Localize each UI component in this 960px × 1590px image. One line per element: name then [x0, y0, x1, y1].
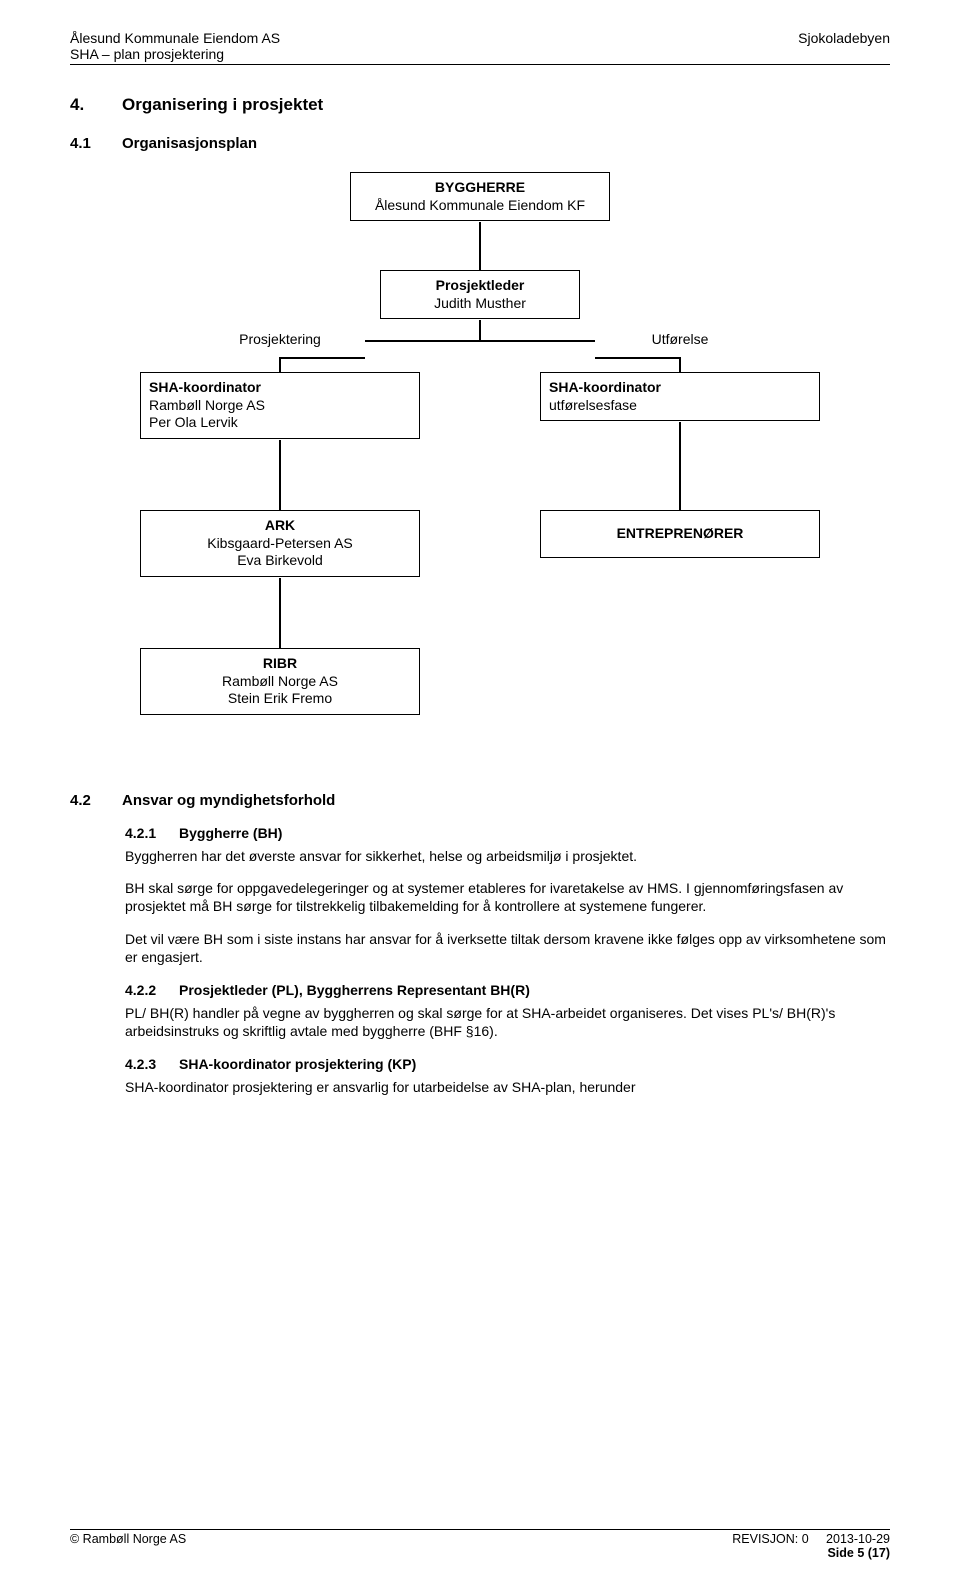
org-connector: [679, 422, 681, 510]
org-sha-right-l2: utførelsesfase: [549, 397, 811, 415]
section-4-2-2-number: 4.2.2: [125, 982, 179, 998]
org-ent-title: ENTREPRENØRER: [549, 525, 811, 543]
footer-date: 2013-10-29: [826, 1532, 890, 1546]
para-4-2-1-a: Byggherren har det øverste ansvar for si…: [125, 847, 890, 865]
org-node-prosjektleder: Prosjektleder Judith Musther: [380, 270, 580, 319]
para-4-2-1-c: Det vil være BH som i siste instans har …: [125, 930, 890, 966]
org-sha-left-l2: Rambøll Norge AS: [149, 397, 411, 415]
header-divider: [70, 64, 890, 65]
section-4-2-1-heading: 4.2.1 Byggherre (BH): [125, 825, 890, 841]
footer-copyright: © Rambøll Norge AS: [70, 1532, 186, 1560]
section-4-2-heading: 4.2 Ansvar og myndighetsforhold: [70, 792, 890, 809]
footer-page-number: Side 5 (17): [827, 1546, 890, 1560]
org-pl-title: Prosjektleder: [389, 277, 571, 295]
para-4-2-3: SHA-koordinator prosjektering er ansvarl…: [125, 1078, 890, 1096]
org-sha-left-title: SHA-koordinator: [149, 379, 411, 397]
org-chart: BYGGHERRE Ålesund Kommunale Eiendom KF P…: [80, 172, 880, 772]
org-ribr-l3: Stein Erik Fremo: [149, 690, 411, 708]
org-node-ribr: RIBR Rambøll Norge AS Stein Erik Fremo: [140, 648, 420, 715]
para-4-2-1-b: BH skal sørge for oppgavedelegeringer og…: [125, 879, 890, 915]
org-node-byggherre: BYGGHERRE Ålesund Kommunale Eiendom KF: [350, 172, 610, 221]
header-right: Sjokoladebyen: [798, 30, 890, 46]
header-left-line2: SHA – plan prosjektering: [70, 46, 890, 62]
section-4-1-number: 4.1: [70, 135, 122, 152]
section-4-2-2-title: Prosjektleder (PL), Byggherrens Represen…: [179, 982, 530, 998]
org-byggherre-title: BYGGHERRE: [359, 179, 601, 197]
section-4-2-1-number: 4.2.1: [125, 825, 179, 841]
org-connector: [479, 222, 481, 270]
section-4-2-3-heading: 4.2.3 SHA-koordinator prosjektering (KP): [125, 1056, 890, 1072]
section-4-title: Organisering i prosjektet: [122, 95, 323, 115]
org-node-sha-right: SHA-koordinator utførelsesfase: [540, 372, 820, 421]
org-ark-title: ARK: [149, 517, 411, 535]
org-sha-right-title: SHA-koordinator: [549, 379, 811, 397]
org-node-ark: ARK Kibsgaard-Petersen AS Eva Birkevold: [140, 510, 420, 577]
org-ribr-l2: Rambøll Norge AS: [149, 673, 411, 691]
section-4-2-2-heading: 4.2.2 Prosjektleder (PL), Byggherrens Re…: [125, 982, 890, 998]
org-label-prosjektering: Prosjektering: [195, 327, 365, 353]
org-pl-sub: Judith Musther: [389, 295, 571, 313]
org-ark-l3: Eva Birkevold: [149, 552, 411, 570]
section-4-number: 4.: [70, 95, 122, 115]
org-connector: [595, 357, 681, 359]
org-connector: [365, 340, 595, 342]
org-connector: [279, 357, 281, 372]
section-4-2-title: Ansvar og myndighetsforhold: [122, 792, 335, 809]
org-ark-l2: Kibsgaard-Petersen AS: [149, 535, 411, 553]
org-connector: [679, 357, 681, 372]
document-page: Ålesund Kommunale Eiendom AS Sjokoladeby…: [0, 0, 960, 1590]
org-node-sha-left: SHA-koordinator Rambøll Norge AS Per Ola…: [140, 372, 420, 439]
org-byggherre-sub: Ålesund Kommunale Eiendom KF: [359, 197, 601, 215]
org-label-utforelse: Utførelse: [595, 327, 765, 353]
section-4-2-1-title: Byggherre (BH): [179, 825, 282, 841]
footer-divider: [70, 1529, 890, 1530]
org-connector: [479, 320, 481, 340]
section-4-2-3-number: 4.2.3: [125, 1056, 179, 1072]
section-4-2-3-title: SHA-koordinator prosjektering (KP): [179, 1056, 416, 1072]
org-node-entreprenorer: ENTREPRENØRER: [540, 510, 820, 558]
org-ribr-title: RIBR: [149, 655, 411, 673]
page-footer: © Rambøll Norge AS REVISJON: 0 2013-10-2…: [70, 1529, 890, 1560]
section-4-heading: 4. Organisering i prosjektet: [70, 95, 890, 115]
section-4-1-title: Organisasjonsplan: [122, 135, 257, 152]
footer-revision: REVISJON: 0: [732, 1532, 808, 1546]
para-4-2-2: PL/ BH(R) handler på vegne av byggherren…: [125, 1004, 890, 1040]
org-connector: [279, 440, 281, 510]
page-header: Ålesund Kommunale Eiendom AS Sjokoladeby…: [70, 30, 890, 46]
section-4-2-number: 4.2: [70, 792, 122, 809]
org-connector: [279, 357, 365, 359]
org-sha-left-l3: Per Ola Lervik: [149, 414, 411, 432]
org-connector: [279, 578, 281, 648]
section-4-1-heading: 4.1 Organisasjonsplan: [70, 135, 890, 152]
header-left-line1: Ålesund Kommunale Eiendom AS: [70, 30, 280, 46]
